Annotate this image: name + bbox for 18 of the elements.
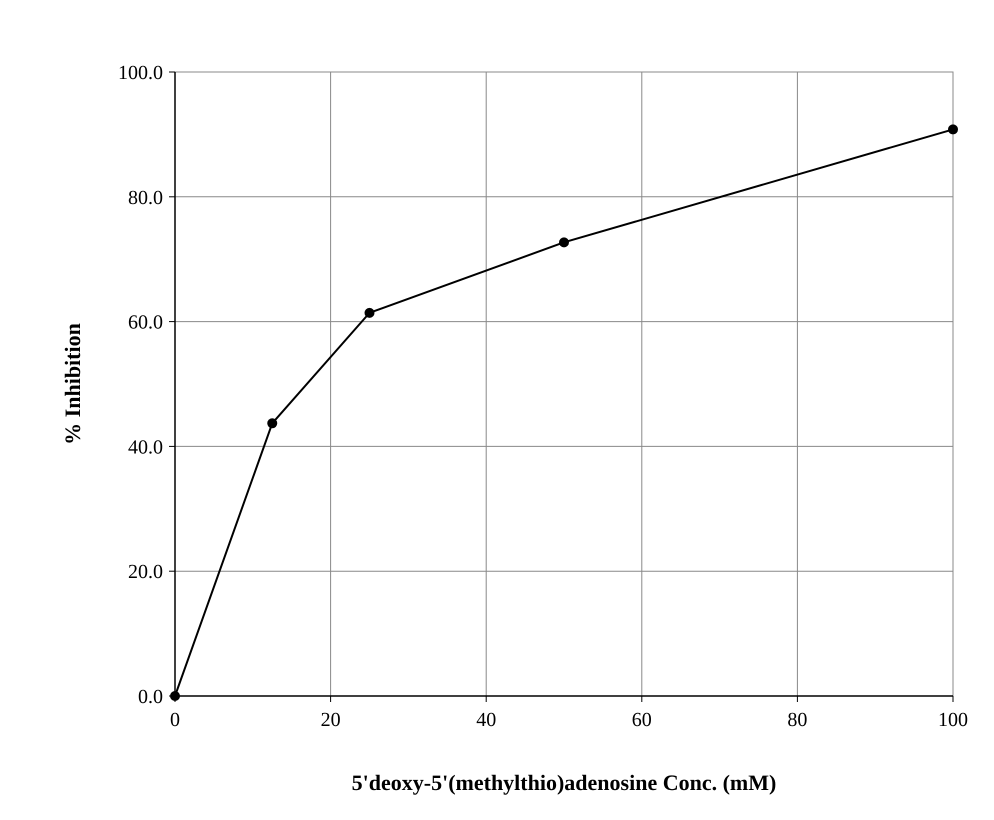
y-tick-label: 100.0 (118, 62, 163, 84)
x-tick-label: 0 (170, 709, 180, 731)
y-tick-label: 0.0 (138, 686, 163, 708)
x-tick-label: 100 (938, 709, 968, 731)
point (559, 237, 569, 248)
y-axis-title: % Inhibition (60, 323, 85, 445)
x-tick-label: 60 (632, 709, 652, 731)
y-tick-label: 60.0 (128, 312, 163, 334)
y-tick-label: 80.0 (128, 186, 163, 209)
x-tick-label: 20 (320, 709, 341, 731)
x-tick-label: 80 (787, 709, 808, 731)
point (364, 308, 374, 318)
point (267, 418, 278, 428)
y-tick-label: 20.0 (128, 561, 163, 584)
x-tick-label: 40 (476, 709, 496, 731)
point (948, 124, 958, 134)
y-tick-label: 40.0 (128, 436, 163, 458)
x-axis-title: 5'deoxy-5'(methylthio)adenosine Conc. (mM) (352, 770, 776, 795)
